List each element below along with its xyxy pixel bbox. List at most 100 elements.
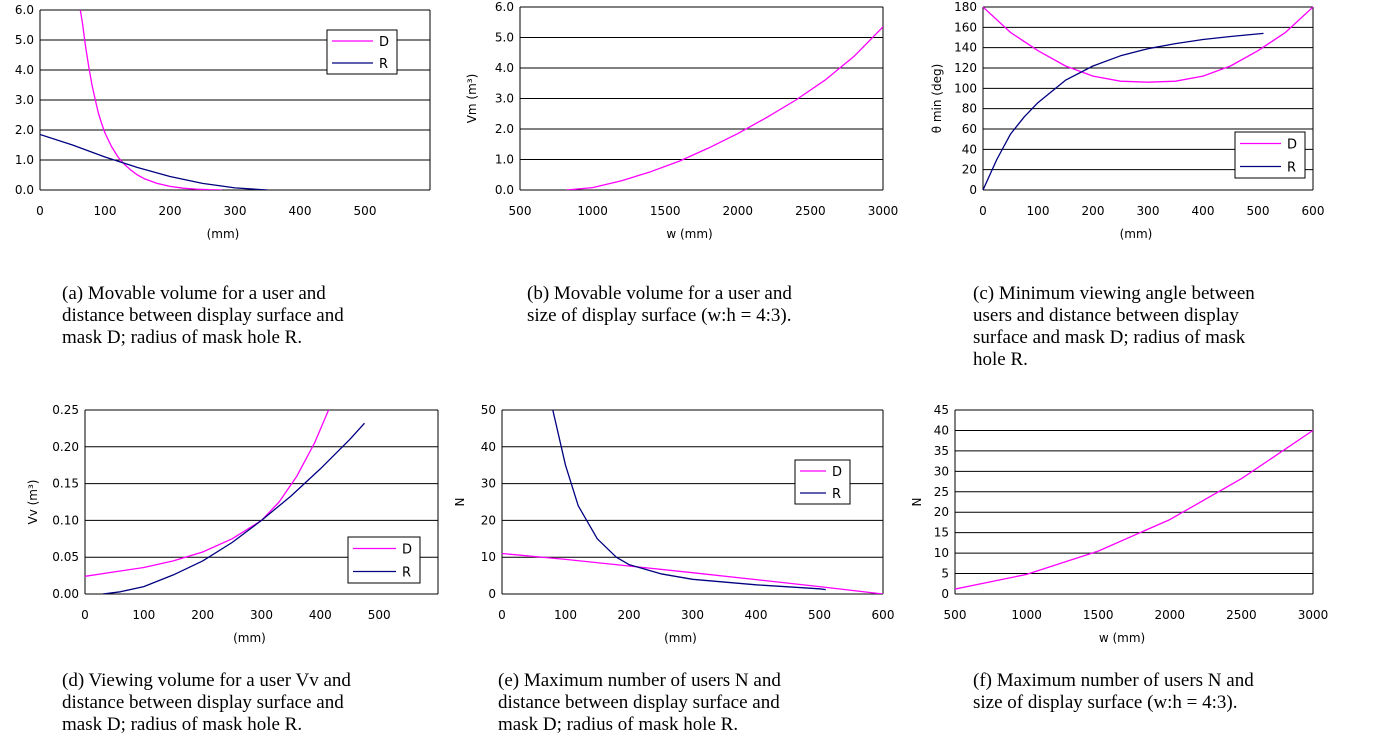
caption-c: (c) Minimum viewing angle between users … bbox=[973, 283, 1255, 371]
chart-a-xlabel: (mm) bbox=[207, 227, 240, 241]
caption-e-line-1: (e) Maximum number of users N and bbox=[498, 670, 781, 691]
caption-e: (e) Maximum number of users N and distan… bbox=[498, 670, 781, 736]
caption-c-line-4: hole R. bbox=[973, 349, 1028, 370]
chart-a-ytick-label: 1.0 bbox=[15, 153, 34, 167]
chart-f-xtick-label: 1500 bbox=[1083, 608, 1114, 622]
caption-a-line-3: mask D; radius of mask hole R. bbox=[62, 327, 303, 348]
chart-f-xtick-label: 2000 bbox=[1155, 608, 1186, 622]
chart-b: 0.0 1.0 2.0 3.0 4.0 5.0 6.0 500 1000 1500 2000 2500… bbox=[465, 0, 898, 241]
chart-a-xtick-label: 500 bbox=[354, 204, 377, 218]
caption-a-line-2: distance between display surface and bbox=[62, 305, 344, 326]
chart-a-legend-label-D: D bbox=[379, 35, 389, 50]
chart-c-xtick-label: 100 bbox=[1027, 204, 1050, 218]
chart-c-ytick-label: 60 bbox=[962, 122, 977, 136]
chart-f-ylabel: N bbox=[910, 498, 924, 507]
chart-e-ytick-label: 40 bbox=[481, 440, 496, 454]
chart-a-series-R-line bbox=[40, 133, 268, 190]
chart-e-ytick-label: 10 bbox=[481, 550, 496, 564]
chart-b-ytick-label: 4.0 bbox=[495, 61, 514, 75]
chart-d-ytick-label: 0.00 bbox=[52, 587, 79, 601]
chart-d-ytick-label: 0.15 bbox=[52, 477, 79, 491]
chart-a-xtick-label: 300 bbox=[224, 204, 247, 218]
chart-c-xtick-label: 200 bbox=[1082, 204, 1105, 218]
chart-f-ytick-label: 15 bbox=[934, 526, 949, 540]
chart-f-ytick-label: 45 bbox=[934, 403, 949, 417]
chart-c-xlabel: (mm) bbox=[1120, 227, 1153, 241]
chart-b-xtick-label: 1000 bbox=[577, 204, 608, 218]
chart-b-series-line0-line bbox=[566, 26, 883, 190]
chart-d-ylabel: Vv (m³) bbox=[26, 480, 40, 525]
chart-e-legend: DR bbox=[794, 459, 851, 505]
chart-e-ytick-label: 0 bbox=[488, 587, 496, 601]
chart-b-ytick-label: 2.0 bbox=[495, 122, 514, 136]
chart-a-xtick-label: 0 bbox=[36, 204, 44, 218]
chart-c-ytick-label: 180 bbox=[954, 0, 977, 14]
chart-f-ytick-label: 30 bbox=[934, 464, 949, 478]
chart-b-ytick-label: 5.0 bbox=[495, 31, 514, 45]
chart-b-ylabel: Vm (m³) bbox=[465, 74, 479, 124]
chart-b-xtick-label: 500 bbox=[509, 204, 532, 218]
chart-c-ytick-label: 80 bbox=[962, 102, 977, 116]
chart-e-xlabel: (mm) bbox=[664, 631, 697, 645]
caption-b: (b) Movable volume for a user and size o… bbox=[527, 283, 792, 327]
chart-e-ytick-label: 30 bbox=[481, 477, 496, 491]
caption-f-line-1: (f) Maximum number of users N and bbox=[973, 670, 1254, 691]
chart-a-xtick-label: 100 bbox=[94, 204, 117, 218]
chart-a-ytick-label: 4.0 bbox=[15, 63, 34, 77]
chart-c-xtick-label: 0 bbox=[979, 204, 987, 218]
chart-b-xlabel: w (mm) bbox=[666, 227, 712, 241]
chart-c-xtick-label: 600 bbox=[1302, 204, 1325, 218]
chart-d-xtick-label: 0 bbox=[81, 608, 89, 622]
chart-a-legend-box bbox=[326, 29, 398, 75]
chart-d-legend: DR bbox=[347, 536, 421, 584]
chart-b-xtick-label: 2500 bbox=[795, 204, 826, 218]
chart-c: 0 20 40 60 80 100 120 140 160 180 0 100 200 300 400 500… bbox=[930, 0, 1324, 241]
chart-e-ytick-label: 50 bbox=[481, 403, 496, 417]
chart-c-series-R-line bbox=[983, 32, 1264, 190]
chart-c-legend-label-D: D bbox=[1287, 138, 1297, 153]
chart-e-xtick-label: 500 bbox=[808, 608, 831, 622]
chart-f: 0 5 10 15 20 25 30 35 40 45 500 1000 1500 2000 2500 300… bbox=[910, 403, 1328, 645]
caption-f: (f) Maximum number of users N and size o… bbox=[973, 670, 1254, 714]
chart-c-legend-label-R: R bbox=[1287, 161, 1296, 176]
chart-b-xtick-label: 1500 bbox=[650, 204, 681, 218]
caption-d: (d) Viewing volume for a user Vv and dis… bbox=[62, 670, 351, 736]
chart-a: 0.0 1.0 2.0 3.0 4.0 5.0 6.0 0 100 200 300 400 500 (mm… bbox=[15, 3, 431, 241]
caption-c-line-1: (c) Minimum viewing angle between bbox=[973, 283, 1255, 304]
caption-b-line-2: size of display surface (w:h = 4:3). bbox=[527, 305, 792, 326]
chart-d-ytick-label: 0.20 bbox=[52, 440, 79, 454]
chart-c-xtick-label: 500 bbox=[1247, 204, 1270, 218]
caption-d-line-1: (d) Viewing volume for a user Vv and bbox=[62, 670, 351, 691]
chart-d-ytick-label: 0.05 bbox=[52, 550, 79, 564]
chart-d-xtick-label: 300 bbox=[250, 608, 273, 622]
caption-c-line-3: surface and mask D; radius of mask bbox=[973, 327, 1246, 348]
chart-e-xtick-label: 200 bbox=[618, 608, 641, 622]
chart-d: 0.00 0.05 0.10 0.15 0.20 0.25 0 100 200 300 400 500… bbox=[26, 403, 439, 645]
caption-b-line-1: (b) Movable volume for a user and bbox=[527, 283, 792, 304]
chart-c-legend-box bbox=[1234, 131, 1306, 179]
chart-e-ytick-label: 20 bbox=[481, 513, 496, 527]
chart-b-ytick-label: 0.0 bbox=[495, 183, 514, 197]
chart-c-legend: DR bbox=[1234, 131, 1306, 179]
chart-d-ytick-label: 0.10 bbox=[52, 513, 79, 527]
chart-f-ytick-label: 35 bbox=[934, 444, 949, 458]
chart-d-ytick-label: 0.25 bbox=[52, 403, 79, 417]
chart-e-xtick-label: 300 bbox=[681, 608, 704, 622]
chart-d-xtick-label: 500 bbox=[368, 608, 391, 622]
chart-d-series-R-line bbox=[102, 422, 365, 594]
chart-e-series-R-line bbox=[552, 410, 826, 591]
chart-d-series-D-line bbox=[85, 410, 330, 577]
chart-a-legend: DR bbox=[326, 29, 398, 75]
chart-f-ytick-label: 5 bbox=[941, 567, 949, 581]
chart-f-ytick-label: 25 bbox=[934, 485, 949, 499]
chart-f-xtick-label: 2500 bbox=[1226, 608, 1257, 622]
chart-f-ytick-label: 0 bbox=[941, 587, 949, 601]
chart-c-ytick-label: 20 bbox=[962, 163, 977, 177]
chart-c-ylabel: θ min (deg) bbox=[930, 64, 944, 134]
chart-f-series-line0-line bbox=[955, 429, 1313, 590]
chart-a-xtick-label: 400 bbox=[289, 204, 312, 218]
chart-f-ytick-label: 40 bbox=[934, 423, 949, 437]
chart-a-ytick-label: 0.0 bbox=[15, 183, 34, 197]
